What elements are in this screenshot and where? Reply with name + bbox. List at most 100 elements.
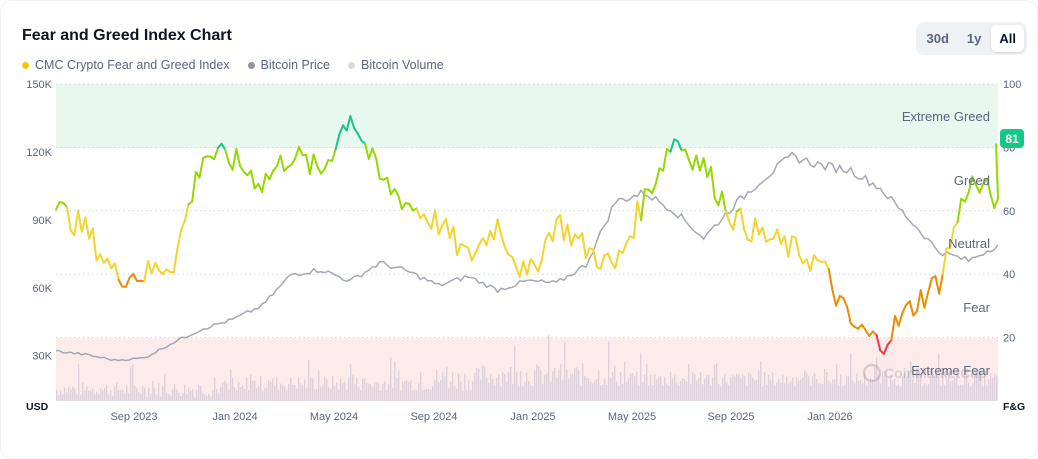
volume-bar [126,385,128,401]
volume-bar [616,381,618,401]
volume-bar [400,390,402,401]
volume-bar [58,395,60,401]
volume-bar [894,378,896,401]
volume-bar [494,384,496,401]
volume-bar [554,368,556,401]
volume-bar [760,361,762,401]
legend-item-price[interactable]: Bitcoin Price [247,58,330,72]
volume-bar [600,385,602,401]
volume-bar [924,383,926,401]
volume-bar [586,377,588,401]
volume-bar [520,370,522,401]
volume-bar [212,390,214,401]
fng-segment [995,143,999,200]
legend-item-volume[interactable]: Bitcoin Volume [348,58,444,72]
volume-bar [344,381,346,401]
fng-segment [437,224,444,236]
volume-bar [994,375,996,401]
volume-bar [110,390,112,401]
volume-bar [138,392,140,401]
volume-bar [512,383,514,401]
volume-bar [70,389,72,401]
volume-bar [154,387,156,401]
fng-segment [709,165,716,199]
volume-bar [664,376,666,401]
volume-bar [878,374,880,401]
volume-bar [190,390,192,401]
fng-segment [989,193,996,210]
volume-bar [974,374,976,401]
volume-bar [596,378,598,401]
volume-bar [876,357,878,401]
volume-bar [872,379,874,401]
volume-bar [816,378,818,401]
volume-bar [690,383,692,401]
volume-bar [276,377,278,401]
volume-bar [874,366,876,401]
fng-segment [422,213,429,224]
volume-bar [710,385,712,401]
volume-bar [860,379,862,401]
x-tick-label: May 2025 [608,411,656,423]
volume-bar [82,382,84,401]
fng-segment [106,257,113,270]
fng-segment [684,148,690,161]
fng-segment [566,223,573,247]
range-30d-button[interactable]: 30d [926,31,949,46]
fng-segment [901,304,908,315]
fng-segment [275,154,282,168]
volume-bar [598,370,600,401]
volume-bar [308,359,310,401]
volume-bar [428,389,430,401]
volume-bar [316,388,318,401]
volume-bar [986,384,988,401]
volume-bar [454,386,456,401]
range-1y-button[interactable]: 1y [966,31,982,46]
volume-bar [434,380,436,401]
volume-bar [722,378,724,401]
x-tick-label: May 2024 [310,411,358,423]
volume-bar [408,381,410,401]
volume-bar [426,388,428,401]
fng-segment [99,253,105,264]
volume-bar [504,373,506,401]
fng-segment [743,228,749,241]
fng-segment [606,252,613,264]
x-tick-label: Jan 2026 [807,411,852,423]
volume-bar [618,385,620,401]
volume-bar [738,374,740,401]
volume-bar [978,369,980,401]
fng-segment [316,165,322,175]
volume-bar [694,374,696,401]
volume-bar [620,371,622,401]
fng-segment [702,157,709,179]
volume-bar [122,390,124,401]
volume-bar [888,386,890,401]
volume-bar [940,385,942,401]
volume-bar [824,368,826,401]
volume-bar [320,386,322,401]
volume-bar [852,380,854,401]
volume-bar [718,384,720,401]
volume-bar [80,395,82,401]
left-tick-label: 90K [32,215,52,227]
fng-segment [739,207,746,231]
fng-segment [470,252,477,262]
volume-bar [610,377,612,401]
legend-item-fng[interactable]: CMC Crypto Fear and Greed Index [22,58,230,72]
volume-bar [804,370,806,401]
range-all-button[interactable]: All [991,25,1024,52]
volume-bar [906,376,908,401]
volume-bar [788,383,790,401]
volume-bar [830,383,832,401]
volume-bar [488,382,490,401]
volume-bar [236,390,238,401]
volume-bar [380,390,382,401]
volume-bar [204,394,206,401]
fng-segment [809,254,816,273]
volume-bar [64,387,66,401]
volume-bar [286,390,288,401]
volume-bar [270,381,272,401]
